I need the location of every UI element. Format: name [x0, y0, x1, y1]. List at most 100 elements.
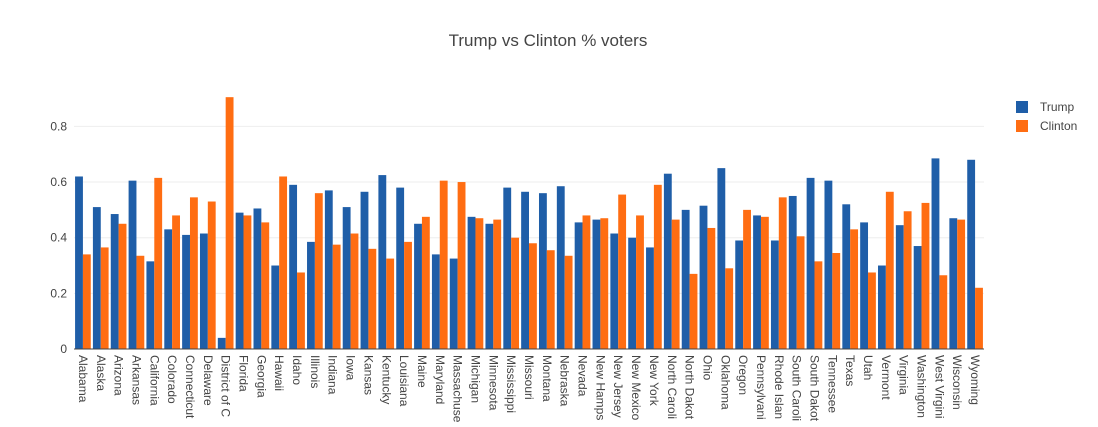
bar-clinton-22[interactable] — [475, 218, 484, 349]
bar-clinton-42[interactable] — [832, 253, 841, 349]
bar-clinton-39[interactable] — [778, 197, 787, 349]
bar-trump-35[interactable] — [699, 205, 708, 349]
bar-clinton-41[interactable] — [814, 261, 823, 349]
bar-trump-5[interactable] — [164, 229, 173, 349]
bar-clinton-31[interactable] — [636, 215, 644, 349]
bar-trump-14[interactable] — [324, 190, 333, 349]
bar-clinton-40[interactable] — [796, 236, 805, 349]
bar-trump-42[interactable] — [824, 180, 833, 349]
bar-clinton-33[interactable] — [671, 219, 680, 349]
bar-trump-6[interactable] — [182, 234, 190, 349]
bar-clinton-9[interactable] — [243, 215, 252, 349]
bar-trump-18[interactable] — [396, 187, 405, 349]
bar-clinton-37[interactable] — [743, 209, 751, 349]
bar-clinton-21[interactable] — [457, 182, 466, 349]
bar-trump-44[interactable] — [860, 222, 869, 349]
bar-trump-11[interactable] — [271, 265, 280, 349]
bar-clinton-0[interactable] — [82, 254, 91, 349]
bar-trump-23[interactable] — [485, 223, 494, 349]
bar-clinton-4[interactable] — [154, 177, 163, 349]
bar-clinton-11[interactable] — [279, 176, 288, 349]
bar-clinton-25[interactable] — [529, 243, 537, 349]
bar-trump-26[interactable] — [538, 193, 547, 349]
bar-clinton-47[interactable] — [921, 202, 930, 349]
bar-trump-15[interactable] — [342, 207, 351, 349]
bar-clinton-3[interactable] — [136, 255, 145, 349]
bar-trump-12[interactable] — [289, 184, 298, 349]
bar-trump-39[interactable] — [770, 240, 779, 349]
legend-label-clinton[interactable]: Clinton — [1040, 119, 1077, 133]
bar-trump-24[interactable] — [503, 187, 512, 349]
bar-trump-27[interactable] — [556, 186, 565, 349]
legend-label-trump[interactable]: Trump — [1040, 100, 1075, 114]
bar-trump-48[interactable] — [931, 158, 940, 349]
bar-trump-1[interactable] — [92, 207, 101, 349]
bar-trump-38[interactable] — [753, 215, 761, 349]
bar-trump-17[interactable] — [378, 175, 387, 349]
bar-clinton-27[interactable] — [564, 255, 573, 349]
bar-clinton-26[interactable] — [546, 250, 555, 349]
bar-trump-20[interactable] — [431, 254, 440, 349]
bar-clinton-2[interactable] — [118, 223, 127, 349]
bar-clinton-49[interactable] — [957, 219, 966, 349]
bar-trump-9[interactable] — [235, 212, 244, 349]
bar-trump-47[interactable] — [913, 246, 922, 349]
bar-clinton-46[interactable] — [903, 211, 912, 349]
bar-clinton-29[interactable] — [600, 218, 609, 349]
bar-clinton-34[interactable] — [689, 273, 698, 349]
bar-clinton-1[interactable] — [100, 247, 109, 349]
bar-trump-43[interactable] — [842, 204, 851, 349]
bar-clinton-38[interactable] — [760, 216, 769, 349]
bar-clinton-14[interactable] — [332, 244, 341, 349]
bar-clinton-13[interactable] — [314, 193, 323, 349]
bar-trump-36[interactable] — [717, 168, 726, 349]
bar-clinton-19[interactable] — [421, 216, 430, 349]
bar-trump-46[interactable] — [895, 225, 904, 349]
bar-clinton-44[interactable] — [868, 272, 876, 349]
bar-trump-7[interactable] — [199, 233, 208, 349]
bar-trump-40[interactable] — [788, 195, 797, 349]
bar-trump-31[interactable] — [628, 237, 637, 349]
bar-clinton-10[interactable] — [261, 222, 270, 349]
legend[interactable]: Trump Clinton — [1016, 100, 1077, 133]
bar-trump-21[interactable] — [449, 258, 458, 349]
bar-clinton-48[interactable] — [939, 275, 948, 349]
bar-trump-41[interactable] — [806, 177, 815, 349]
bar-trump-16[interactable] — [360, 191, 369, 349]
bar-trump-8[interactable] — [217, 337, 226, 349]
bar-trump-25[interactable] — [521, 191, 529, 349]
bar-clinton-23[interactable] — [493, 219, 502, 349]
bar-trump-30[interactable] — [610, 233, 619, 349]
bar-trump-4[interactable] — [146, 261, 155, 349]
bar-clinton-20[interactable] — [439, 180, 448, 349]
bar-trump-49[interactable] — [949, 218, 958, 349]
bar-clinton-7[interactable] — [207, 201, 216, 349]
bar-trump-37[interactable] — [735, 240, 744, 349]
bar-trump-50[interactable] — [967, 159, 976, 349]
legend-swatch-trump[interactable] — [1016, 101, 1028, 113]
bar-trump-45[interactable] — [878, 265, 886, 349]
bar-clinton-8[interactable] — [225, 97, 234, 349]
bar-clinton-18[interactable] — [404, 241, 412, 349]
bar-clinton-28[interactable] — [582, 215, 591, 349]
bar-clinton-16[interactable] — [368, 248, 377, 349]
bar-clinton-12[interactable] — [297, 272, 305, 349]
bar-trump-32[interactable] — [646, 247, 654, 349]
bar-clinton-36[interactable] — [725, 268, 734, 349]
bar-clinton-15[interactable] — [350, 233, 359, 349]
bar-trump-13[interactable] — [307, 241, 315, 349]
bar-clinton-17[interactable] — [386, 258, 395, 349]
bar-trump-28[interactable] — [574, 222, 583, 349]
bar-clinton-6[interactable] — [189, 197, 198, 349]
bar-trump-22[interactable] — [467, 216, 476, 349]
bar-trump-10[interactable] — [253, 208, 262, 349]
bar-clinton-35[interactable] — [707, 227, 716, 349]
bar-clinton-43[interactable] — [850, 229, 859, 349]
bar-trump-19[interactable] — [414, 223, 422, 349]
bar-trump-3[interactable] — [128, 180, 137, 349]
bar-trump-33[interactable] — [663, 173, 672, 349]
bar-trump-2[interactable] — [110, 214, 119, 349]
bar-clinton-32[interactable] — [653, 184, 662, 349]
bar-clinton-50[interactable] — [975, 287, 983, 349]
bar-clinton-24[interactable] — [511, 237, 520, 349]
